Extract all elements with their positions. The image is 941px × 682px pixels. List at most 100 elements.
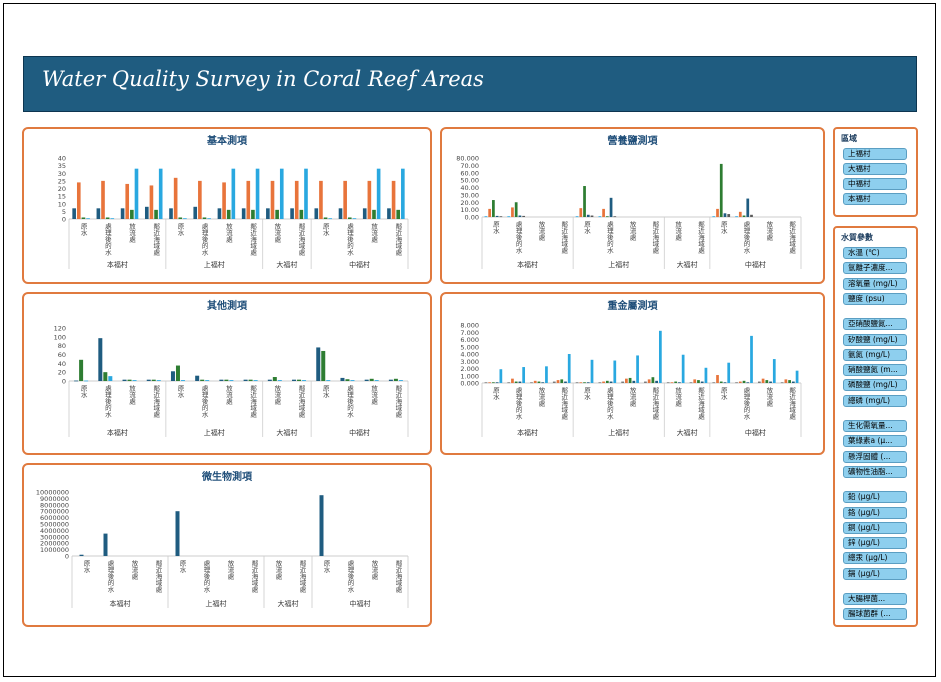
x-tick-label: 原水: [583, 387, 591, 401]
bar: [583, 382, 586, 384]
bar: [719, 381, 723, 383]
bar: [484, 216, 488, 218]
x-tick-label: 鄰近海域處: [250, 559, 258, 594]
bar: [716, 208, 719, 217]
bar: [499, 369, 503, 383]
parameter-option[interactable]: 大腸桿菌...: [843, 593, 907, 605]
group-label: 本福村: [517, 260, 538, 269]
bar: [746, 382, 750, 384]
bar: [735, 382, 738, 384]
y-tick-label: 60.00: [460, 169, 479, 177]
x-tick-label: 原水: [491, 221, 499, 235]
bar: [537, 381, 541, 383]
x-tick-label: 原水: [719, 387, 727, 401]
bar: [398, 380, 403, 381]
parameter-option[interactable]: 鉛 (μg/L): [843, 491, 907, 504]
bar: [173, 177, 178, 219]
bar: [511, 207, 514, 217]
parameter-option[interactable]: 磷酸鹽 (mg/L): [843, 379, 907, 392]
x-tick-label: 放流處: [628, 386, 636, 408]
x-tick-label: 鄰近海域處: [152, 384, 160, 419]
x-tick-label: 處理後的水: [742, 220, 750, 254]
region-option[interactable]: 上福村: [843, 148, 907, 160]
bar: [364, 379, 369, 381]
region-option[interactable]: 本福村: [843, 193, 907, 205]
bar: [367, 180, 372, 219]
bar: [345, 379, 350, 381]
bar: [518, 381, 522, 383]
parameter-option[interactable]: 總磷 (mg/L): [843, 394, 907, 407]
parameter-option[interactable]: 鉻 (μg/L): [843, 506, 907, 519]
bar: [79, 359, 84, 381]
bar: [719, 163, 723, 217]
bar: [651, 377, 655, 383]
parameter-option[interactable]: 礦物性油脂...: [843, 465, 907, 478]
bar: [704, 367, 708, 383]
parameter-option[interactable]: 總汞 (μg/L): [843, 552, 907, 565]
x-tick-label: 放流處: [224, 384, 232, 406]
parameter-option[interactable]: 鹽度 (psu): [843, 292, 907, 305]
region-slicer-title: 區域: [841, 134, 857, 143]
bar: [156, 380, 161, 381]
group-label: 上福村: [206, 599, 227, 608]
x-tick-label: 鄰近海域處: [560, 386, 568, 421]
bar: [560, 379, 564, 383]
group-label: 中福村: [349, 260, 370, 269]
bar: [253, 380, 258, 381]
bar: [299, 209, 304, 219]
bar: [644, 381, 647, 383]
region-option[interactable]: 中福村: [843, 178, 907, 190]
bar: [579, 208, 583, 217]
parameter-option[interactable]: 水溫 (℃): [843, 247, 907, 259]
bar: [270, 180, 275, 219]
parameter-option[interactable]: 氨氮 (mg/L): [843, 348, 907, 361]
bar: [86, 218, 90, 220]
parameter-option[interactable]: 生化需氧量...: [843, 420, 907, 432]
bar: [279, 168, 284, 219]
group-label: 大福村: [276, 260, 297, 269]
bar: [76, 182, 81, 219]
header-banner: Water Quality Survey in Coral Reef Areas: [23, 56, 917, 112]
parameter-option[interactable]: 銅 (μg/L): [843, 521, 907, 534]
y-tick-label: 0.000: [460, 380, 479, 388]
bar: [125, 183, 130, 219]
chart-title: 重金屬測項: [608, 299, 659, 312]
parameter-option[interactable]: 硝酸鹽氮 (m...: [843, 364, 907, 377]
bar: [144, 206, 149, 219]
parameter-option[interactable]: 腸球菌群 (...: [843, 608, 907, 621]
bar: [746, 198, 750, 217]
y-tick-label: 25: [58, 177, 66, 185]
bar: [388, 379, 393, 381]
bar: [613, 216, 617, 218]
parameter-option[interactable]: 亞硝酸鹽氮...: [843, 318, 907, 331]
bar: [205, 380, 210, 381]
parameter-option[interactable]: 矽酸鹽 (mg/L): [843, 333, 907, 346]
parameter-option[interactable]: 懸浮固體 (...: [843, 450, 907, 463]
bar: [772, 359, 776, 383]
bar: [374, 380, 379, 381]
y-tick-label: 6000000: [40, 514, 69, 522]
x-tick-label: 處理後的水: [346, 559, 354, 593]
group-label: 大福村: [677, 428, 698, 437]
y-tick-label: 5000000: [40, 521, 69, 529]
y-tick-label: 0: [62, 378, 66, 386]
bar: [655, 380, 658, 383]
bar: [530, 382, 533, 384]
bar: [251, 209, 255, 219]
parameter-option[interactable]: 葉綠素a (μ...: [843, 435, 907, 448]
bar: [122, 379, 127, 381]
parameter-option[interactable]: 鎘 (μg/L): [843, 567, 907, 580]
y-tick-label: 0: [62, 216, 66, 224]
x-tick-label: 原水: [491, 387, 499, 401]
region-slicer: 區域 上福村大福村中福村本福村: [833, 127, 918, 217]
bar: [178, 217, 183, 219]
parameter-option[interactable]: 氫離子濃度...: [843, 262, 907, 275]
region-option[interactable]: 大福村: [843, 163, 907, 175]
group-label: 中福村: [349, 428, 370, 437]
parameter-option[interactable]: 溶氧量 (mg/L): [843, 277, 907, 290]
bar: [81, 217, 86, 219]
x-tick-label: 原水: [178, 560, 186, 574]
parameter-option[interactable]: 鋅 (μg/L): [843, 537, 907, 550]
x-tick-label: 原水: [321, 223, 329, 237]
bar: [738, 381, 742, 383]
